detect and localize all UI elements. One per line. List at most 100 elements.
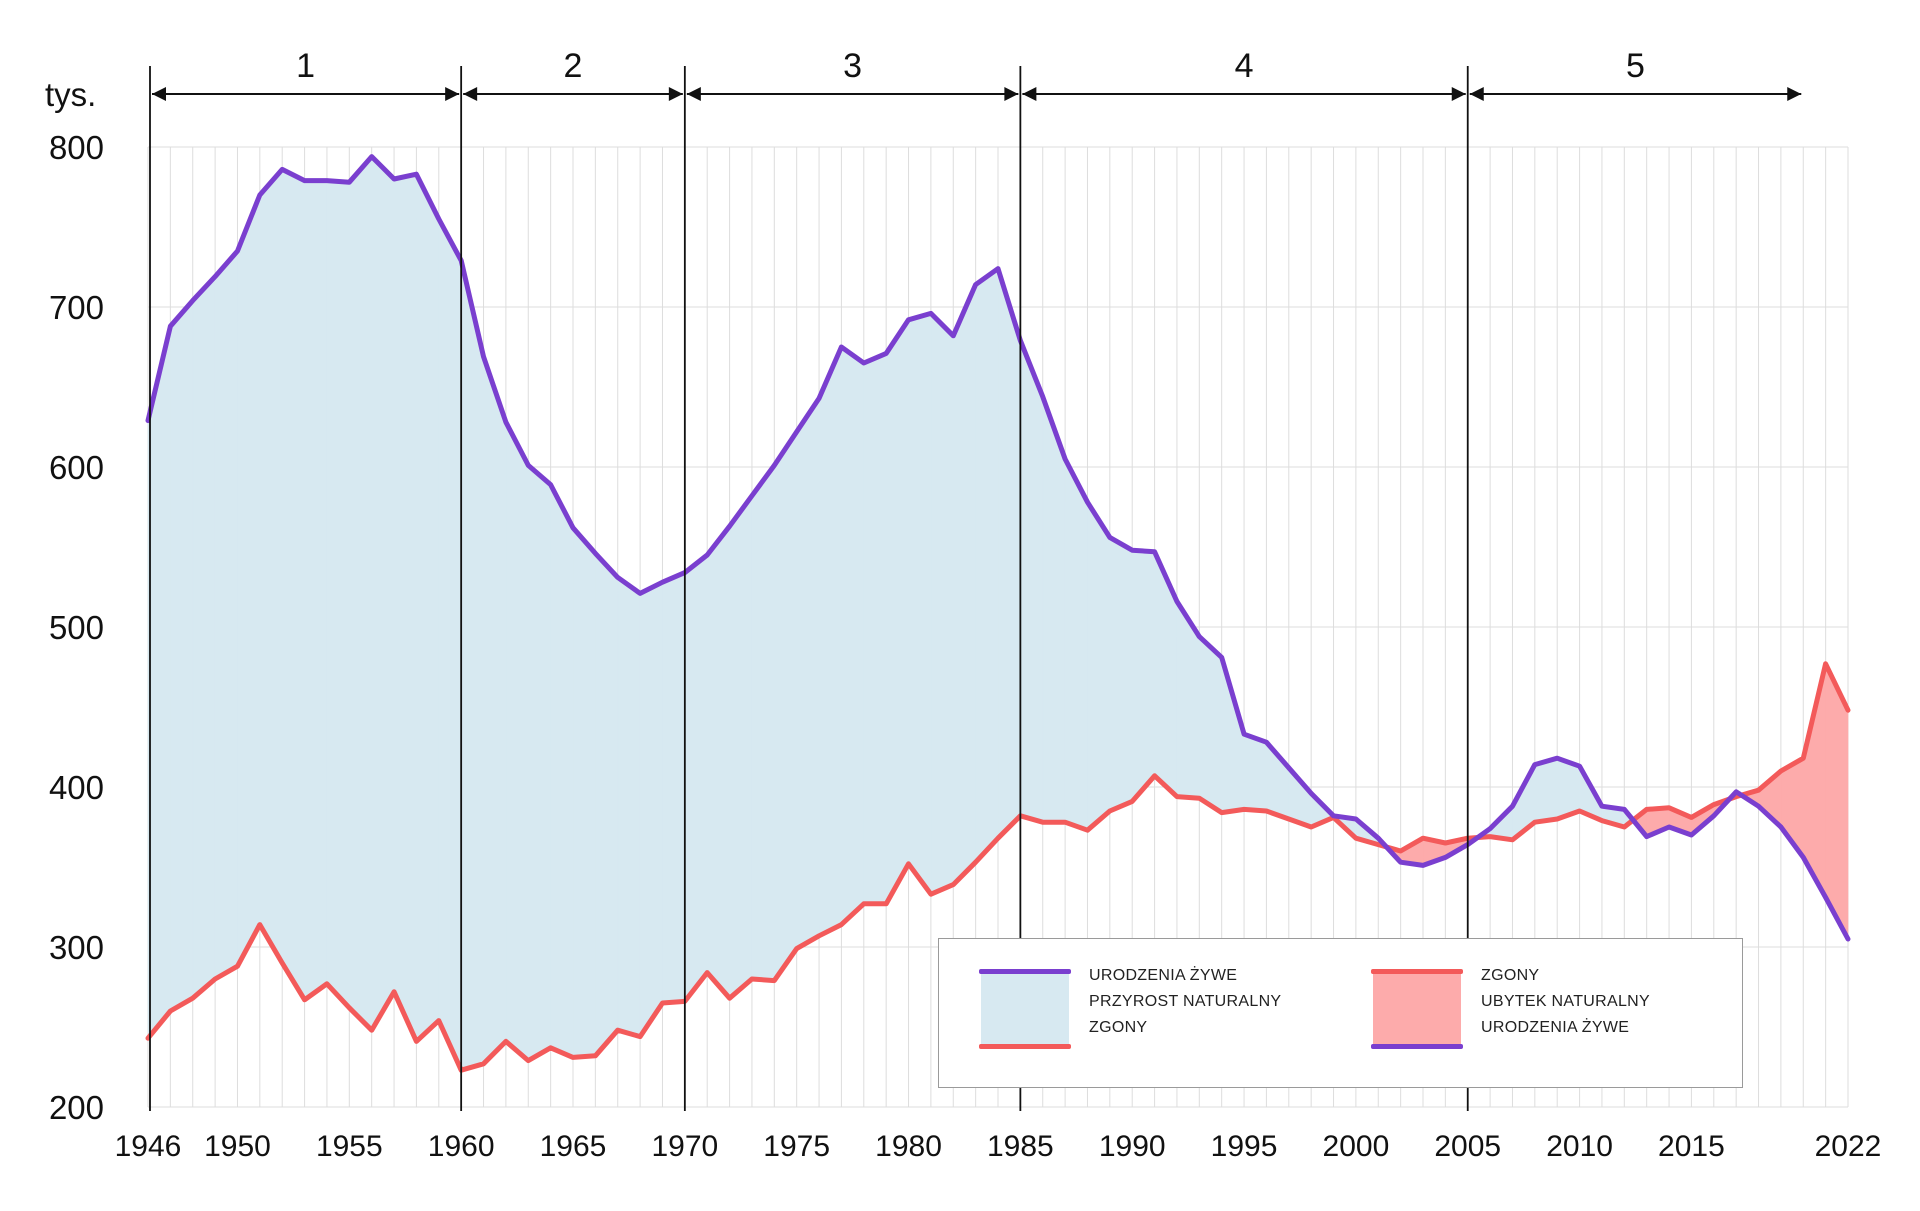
natural-growth-area: [304, 180, 328, 1001]
y-tick-label: 800: [49, 129, 104, 166]
x-tick-label: 2005: [1434, 1130, 1501, 1163]
natural-growth-area: [662, 572, 686, 1004]
x-tick-label: 1975: [763, 1130, 830, 1163]
natural-growth-area: [259, 168, 283, 965]
legend-decline-deaths-label: ZGONY: [1481, 967, 1540, 984]
legend-growth: URODZENIA ŻYWE PRZYROST NATURALNY ZGONY: [979, 967, 1499, 1064]
legend-growth-fill: [981, 972, 1069, 1046]
y-tick-label: 400: [49, 769, 104, 806]
natural-growth-area: [281, 168, 305, 1001]
period-label: 3: [843, 47, 862, 85]
natural-growth-area: [997, 268, 1021, 839]
y-tick-label: 200: [49, 1089, 104, 1126]
period-label: 1: [296, 47, 315, 85]
period-label: 5: [1626, 47, 1645, 85]
natural-growth-area: [639, 581, 663, 1038]
natural-growth-area: [1109, 536, 1133, 812]
natural-growth-area: [863, 352, 887, 905]
legend-decline: ZGONY UBYTEK NATURALNY URODZENIA ŻYWE: [1371, 967, 1891, 1064]
natural-growth-area: [751, 464, 775, 981]
natural-growth-area: [1064, 458, 1088, 831]
natural-growth-area: [617, 576, 641, 1037]
natural-growth-area: [1131, 549, 1155, 803]
legend-growth-label: PRZYROST NATURALNY: [1089, 993, 1282, 1010]
natural-growth-area: [170, 299, 194, 1012]
x-tick-label: 2015: [1658, 1130, 1725, 1163]
legend-births-line: [979, 969, 1071, 974]
period-markers: 1 2 3 4 5: [149, 47, 1802, 1111]
deaths-line: [145, 661, 1851, 1073]
y-tick-label: 500: [49, 609, 104, 646]
natural-growth-area: [930, 312, 954, 895]
natural-growth-area: [416, 174, 440, 1043]
natural-growth-area: [684, 554, 708, 1003]
natural-growth-area: [1243, 733, 1267, 812]
x-tick-label: 2010: [1546, 1130, 1613, 1163]
natural-growth-area: [818, 346, 842, 937]
natural-growth-area: [326, 180, 350, 1009]
natural-growth-area: [1042, 396, 1066, 823]
natural-growth-area: [1020, 340, 1044, 823]
x-tick-label: 1990: [1099, 1130, 1166, 1163]
natural-growth-area: [595, 552, 619, 1057]
natural-growth-area: [729, 494, 753, 999]
legend-decline-swatch: [1371, 969, 1463, 1049]
natural-growth-area: [460, 260, 484, 1071]
natural-growth-area: [505, 422, 529, 1062]
y-tick-label: 600: [49, 449, 104, 486]
natural-growth-area: [796, 397, 820, 950]
area-fills: [147, 155, 1849, 1071]
natural-growth-area: [237, 194, 261, 967]
legend-decline-label: UBYTEK NATURALNY: [1481, 993, 1650, 1010]
legend-deaths-line: [1371, 969, 1463, 974]
natural-growth-area: [550, 484, 574, 1058]
natural-growth-area: [371, 155, 395, 1032]
x-tick-label: 2000: [1323, 1130, 1390, 1163]
natural-growth-area: [147, 326, 171, 1040]
legend-decline-births-label: URODZENIA ŻYWE: [1481, 1019, 1630, 1036]
series-lines: [145, 154, 1851, 1073]
natural-growth-area: [393, 173, 417, 1042]
natural-growth-area: [527, 464, 551, 1062]
natural-growth-area: [885, 318, 909, 905]
natural-growth-area: [438, 218, 462, 1071]
natural-growth-area: [1199, 635, 1222, 814]
x-tick-label: 1965: [540, 1130, 607, 1163]
natural-growth-area: [975, 268, 999, 863]
births-line: [145, 154, 1851, 942]
natural-growth-area: [952, 284, 976, 886]
natural-growth-area: [1221, 657, 1245, 813]
x-tick-label: 1955: [316, 1130, 383, 1163]
legend-deaths-line: [979, 1044, 1071, 1049]
legend-decline-fill: [1373, 972, 1461, 1046]
y-axis-label: tys.: [45, 76, 96, 113]
x-tick-label: 1960: [428, 1130, 495, 1163]
axes: 200 300 400 500 600 700 800 tys. 1946 1950 1955 196…: [45, 76, 1881, 1163]
legend-births-line: [1371, 1044, 1463, 1049]
natural-growth-area: [349, 155, 372, 1031]
legend: URODZENIA ŻYWE PRZYROST NATURALNY ZGONY …: [938, 938, 1743, 1088]
legend-growth-deaths-label: ZGONY: [1089, 1019, 1148, 1036]
natural-growth-area: [1534, 757, 1558, 823]
natural-growth-area: [841, 346, 865, 926]
natural-growth-area: [908, 313, 932, 896]
natural-growth-area: [1087, 501, 1111, 831]
x-tick-label: 1970: [651, 1130, 718, 1163]
period-label: 4: [1235, 47, 1254, 85]
y-tick-label: 700: [49, 289, 104, 326]
natural-growth-area: [192, 275, 216, 999]
x-tick-label: 1980: [875, 1130, 942, 1163]
natural-growth-area: [214, 250, 238, 980]
x-tick-label: 1950: [204, 1130, 271, 1163]
x-tick-label: 2022: [1815, 1130, 1882, 1163]
x-tick-label: 1985: [987, 1130, 1054, 1163]
period-label: 2: [564, 47, 583, 85]
legend-growth-swatch: [979, 969, 1071, 1049]
natural-growth-area: [706, 525, 730, 999]
legend-growth-births-label: URODZENIA ŻYWE: [1089, 967, 1238, 984]
x-tick-label: 1995: [1211, 1130, 1278, 1163]
natural-growth-area: [483, 356, 507, 1065]
y-tick-label: 300: [49, 929, 104, 966]
natural-growth-area: [774, 430, 797, 982]
